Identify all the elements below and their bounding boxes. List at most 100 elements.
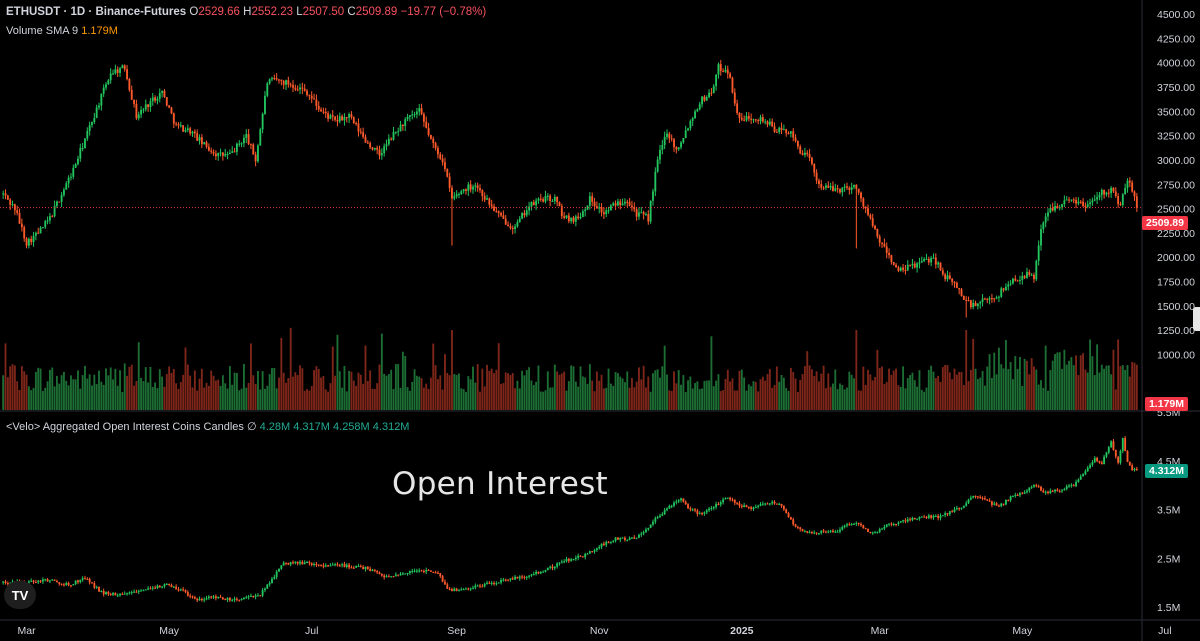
oi-candle [1133, 468, 1136, 470]
price-candle [163, 90, 166, 98]
oi-axis-label: 3.5M [1157, 505, 1180, 517]
oi-candle [250, 595, 252, 597]
oi-candle [708, 508, 711, 511]
change-value: −19.77 (−0.78%) [400, 6, 487, 18]
price-candle [871, 218, 874, 226]
oi-candle [1014, 494, 1017, 496]
oi-candle [972, 496, 975, 498]
oi-candle [91, 582, 93, 584]
oi-candle [897, 522, 900, 525]
oi-candle [946, 513, 949, 515]
symbol-title[interactable]: ETHUSDT · 1D · Binance-Futures [6, 6, 187, 18]
oi-candle [803, 531, 806, 533]
volume-bar [380, 333, 383, 410]
oi-candle [500, 580, 502, 583]
oi-candle [682, 498, 685, 502]
price-candle [626, 201, 629, 203]
volume-bar [140, 377, 143, 410]
oi-candle [595, 548, 598, 551]
oi-candle [801, 529, 804, 532]
oi-candle [1079, 476, 1082, 480]
price-candle [818, 180, 820, 185]
price-candle [107, 80, 110, 85]
oi-candle [988, 500, 991, 502]
volume-bar [916, 386, 919, 410]
price-candle [451, 187, 453, 199]
price-candle [507, 224, 509, 227]
price-candle [815, 172, 818, 181]
volume-legend[interactable]: Volume SMA 9 1.179M [6, 25, 118, 37]
volume-bar [895, 368, 898, 410]
price-candle [654, 171, 657, 192]
volume-bar [1098, 372, 1101, 410]
volume-bar [1121, 365, 1124, 410]
price-candle [528, 206, 531, 211]
oi-candle [142, 590, 145, 592]
volume-bar [142, 381, 145, 410]
price-candle [841, 187, 844, 193]
oi-candle [997, 505, 1000, 507]
volume-bar [425, 383, 428, 410]
oi-candle [722, 499, 725, 503]
tradingview-logo-icon[interactable]: TV [4, 581, 36, 609]
price-candle [233, 151, 236, 153]
volume-bar [210, 370, 213, 410]
oi-candle [112, 592, 114, 595]
price-candle [357, 123, 360, 132]
oi-candle [1103, 456, 1106, 465]
oi-candle [619, 537, 622, 540]
time-axis-label: Jul [1158, 625, 1171, 637]
price-candle [675, 147, 678, 150]
oi-candle [448, 588, 451, 590]
oi-candle [759, 504, 762, 506]
price-candle [355, 123, 358, 125]
price-candle [600, 207, 603, 213]
price-candle [719, 64, 722, 72]
volume-bar [607, 368, 610, 410]
oi-candle [219, 596, 222, 598]
oi-candle [689, 508, 692, 510]
volume-bar [754, 381, 757, 410]
oi-candle [698, 513, 701, 515]
oi-candle [341, 564, 344, 566]
price-candle [1021, 276, 1024, 280]
price-candle [803, 152, 806, 155]
price-candle [2, 193, 5, 195]
price-candle [147, 104, 150, 108]
volume-bar [567, 381, 570, 410]
scale-drag-handle[interactable] [1193, 307, 1200, 331]
price-candle [1100, 189, 1103, 196]
oi-candle [834, 531, 837, 533]
price-candle [168, 105, 171, 108]
price-candle [565, 215, 568, 218]
price-candle [969, 300, 972, 308]
oi-candle [465, 588, 467, 590]
price-candle [661, 144, 664, 150]
oi-candle [567, 558, 570, 561]
price-candle [518, 218, 521, 223]
oi-candle [1030, 486, 1033, 488]
oi-candle [317, 564, 320, 566]
volume-bar [507, 373, 509, 410]
volume-bar [1133, 362, 1136, 410]
price-candle [766, 121, 769, 125]
volume-bar [168, 366, 171, 410]
volume-bar [1107, 365, 1110, 410]
price-candle [1082, 201, 1085, 206]
volume-bar [712, 386, 715, 410]
volume-bar [149, 366, 152, 410]
oi-candle [853, 523, 855, 525]
price-candle [161, 90, 164, 93]
price-candle [778, 127, 781, 133]
oi-candle [920, 516, 923, 518]
oi-candle [44, 579, 47, 581]
price-candle [397, 131, 400, 133]
price-candle [659, 149, 661, 160]
volume-bar [932, 371, 935, 410]
price-candle [551, 200, 554, 202]
oi-legend[interactable]: <Velo> Aggregated Open Interest Coins Ca… [6, 420, 409, 433]
price-candle [546, 195, 549, 197]
price-candle [740, 117, 743, 120]
oi-candle [694, 509, 696, 511]
